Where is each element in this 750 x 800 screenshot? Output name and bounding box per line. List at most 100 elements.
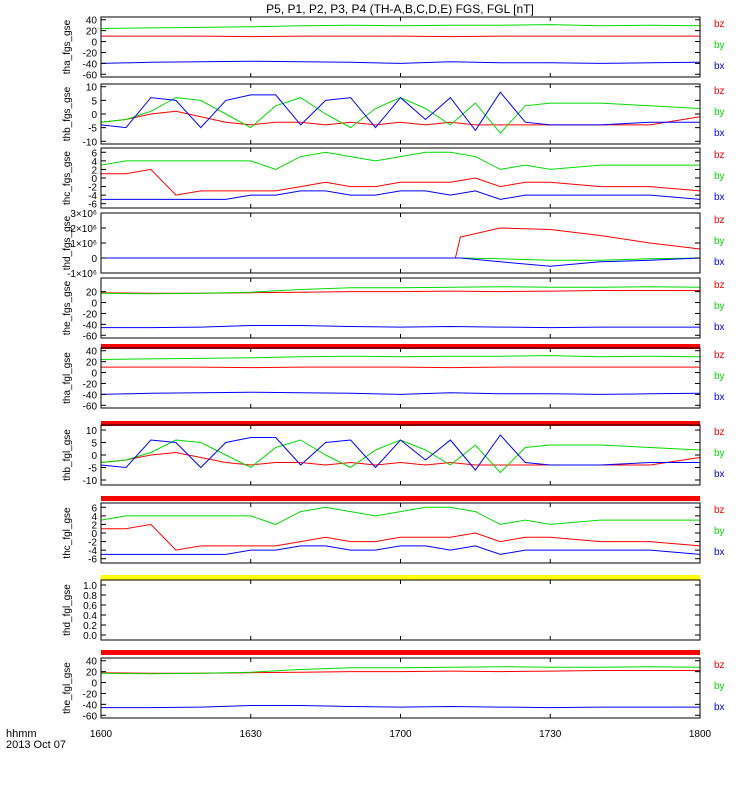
- y-tick-label: 6: [91, 148, 97, 159]
- y-tick-label: 0.2: [83, 621, 97, 632]
- legend-by: by: [714, 681, 725, 692]
- y-tick-label: 5: [91, 439, 97, 450]
- legend-bx: bx: [714, 392, 725, 403]
- y-tick-label: 2×10⁶: [70, 224, 97, 235]
- x-tick-label: 1700: [389, 729, 412, 740]
- y-axis-label: thb_fgs_gse: [62, 86, 73, 141]
- series-line-by: [100, 355, 701, 360]
- y-tick-label: 40: [86, 347, 98, 358]
- x-tick-label: 1730: [539, 729, 562, 740]
- y-tick-label: 10: [86, 426, 98, 437]
- y-tick-label: 0: [91, 451, 97, 462]
- y-tick-label: 0.8: [83, 591, 97, 602]
- y-tick-label: 0: [91, 369, 97, 380]
- legend-bx: bx: [714, 547, 725, 558]
- x-tick-label: 1800: [689, 729, 712, 740]
- legend-by: by: [714, 371, 725, 382]
- status-bar: [101, 496, 700, 501]
- panel-thb_fgl_gse: 10 50 -5-10 thb_fgl_gse bz by bx: [62, 424, 725, 501]
- y-tick-label: 0.6: [83, 601, 97, 612]
- series-line-bx: [101, 257, 701, 267]
- series-line-bx: [100, 434, 700, 471]
- legend-by: by: [714, 448, 725, 459]
- y-tick-label: 6: [91, 503, 97, 514]
- y-axis-label: tha_fgs_gse: [62, 19, 73, 74]
- y-tick-label: -2: [88, 538, 97, 549]
- series-line-by: [100, 24, 701, 29]
- series-line-bx: [100, 91, 700, 132]
- y-tick-label: -4: [88, 191, 97, 202]
- y-tick-label: -60: [83, 331, 98, 342]
- legend-bx: bx: [714, 702, 725, 713]
- time-axis: hhmm 2013 Oct 07 1600 1630 1700 1730 1800: [6, 728, 712, 751]
- y-tick-label: 0: [91, 254, 97, 265]
- x-tick-label: 1630: [240, 729, 263, 740]
- legend-bz: bz: [714, 86, 725, 97]
- legend-by: by: [714, 526, 725, 537]
- status-bar: [101, 650, 700, 655]
- chart-title: P5, P1, P2, P3, P4 (TH-A,B,C,D,E) FGS, F…: [266, 2, 534, 16]
- y-tick-label: -10: [83, 137, 98, 148]
- panel-frame: [100, 83, 701, 145]
- y-tick-label: -10: [83, 476, 98, 487]
- y-tick-label: -40: [83, 320, 98, 331]
- y-tick-label: 4: [91, 157, 97, 168]
- series-line-bz: [100, 110, 701, 126]
- x-date-label: 2013 Oct 07: [6, 739, 66, 751]
- series-line-bx: [101, 190, 701, 200]
- series-line-bz: [101, 168, 701, 196]
- y-tick-label: 1×10⁶: [70, 239, 97, 250]
- y-tick-label: 4: [91, 512, 97, 523]
- series-line-bz: [101, 227, 701, 259]
- legend-by: by: [714, 107, 725, 118]
- series-line-by: [100, 97, 701, 134]
- y-axis-label: thc_fgs_gse: [62, 151, 73, 205]
- series-line-bx: [100, 60, 701, 64]
- series-line-bx: [101, 705, 700, 709]
- legend-by: by: [714, 171, 725, 182]
- y-tick-label: 20: [86, 288, 98, 299]
- y-tick-label: 2: [91, 520, 97, 531]
- legend-bz: bz: [714, 427, 725, 438]
- y-axis-label: the_fgs_gse: [62, 280, 73, 335]
- legend-bz: bz: [714, 150, 725, 161]
- y-tick-label: 20: [86, 27, 98, 38]
- series-line-bx: [101, 325, 700, 329]
- status-bar: [101, 575, 700, 580]
- y-tick-label: -20: [83, 48, 98, 59]
- x-unit-label: hhmm: [6, 728, 37, 740]
- series-line-bz: [101, 366, 700, 369]
- y-tick-label: 10: [86, 83, 98, 94]
- series-line-bz: [100, 670, 700, 674]
- legend-bx: bx: [714, 192, 725, 203]
- series-line-bz: [100, 290, 700, 294]
- y-tick-label: 0.0: [83, 631, 97, 642]
- y-tick-label: -20: [83, 379, 98, 390]
- y-tick-label: -1×10⁶: [67, 269, 97, 280]
- panel-thd_fgl_gse: 1.00.80.60.40.20.0 thd_fgl_gse: [62, 579, 701, 655]
- status-bar: [101, 344, 700, 349]
- y-tick-label: 40: [86, 16, 98, 27]
- legend-by: by: [714, 301, 725, 312]
- y-tick-label: 20: [86, 668, 98, 679]
- y-tick-label: -40: [83, 59, 98, 70]
- series-line-bz: [101, 523, 701, 551]
- y-tick-label: -60: [83, 401, 98, 412]
- series-line-by: [100, 439, 701, 474]
- panel-the_fgs_gse: 200-20-40-60 the_fgs_gse bz by bx: [62, 277, 725, 349]
- y-tick-label: 0: [91, 529, 97, 540]
- y-tick-label: -20: [83, 309, 98, 320]
- y-tick-label: -20: [83, 689, 98, 700]
- y-axis-label: tha_fgl_gse: [62, 352, 73, 404]
- y-tick-label: 20: [86, 358, 98, 369]
- y-tick-label: -6: [88, 555, 97, 566]
- series-line-bx: [100, 391, 701, 395]
- y-tick-label: -40: [83, 700, 98, 711]
- legend-bx: bx: [714, 61, 725, 72]
